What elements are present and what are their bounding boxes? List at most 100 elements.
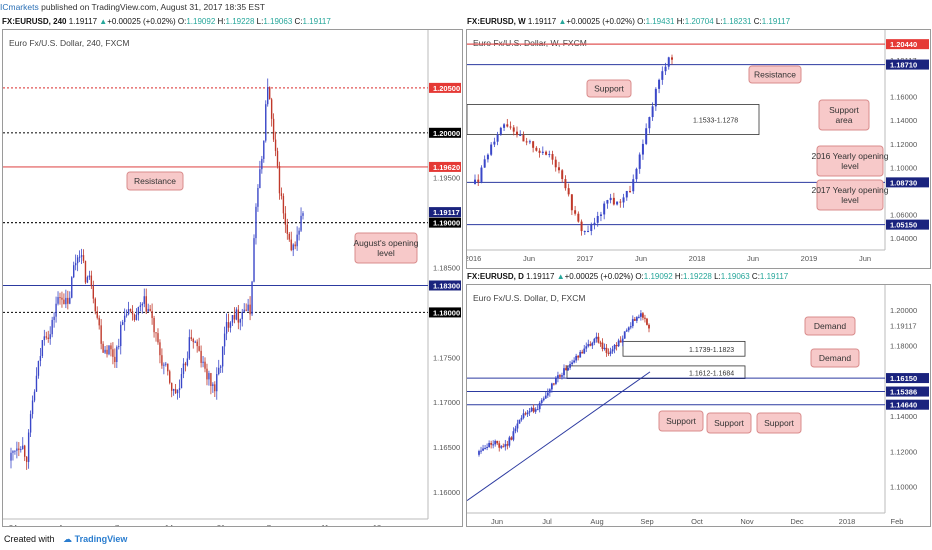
candle-body <box>613 344 616 350</box>
candle-body <box>212 384 214 386</box>
daily-chart-panel[interactable]: Euro Fx/U.S. Dollar, D, FXCM 1.20000 1.191… <box>466 284 931 527</box>
candle-body <box>536 409 539 411</box>
y-tick-label: 1.12000 <box>890 447 917 456</box>
candle-body <box>579 351 582 358</box>
y-tick-label: 1.12000 <box>890 140 917 149</box>
candle-body <box>580 221 583 232</box>
annotation-callout[interactable]: Support <box>706 412 752 434</box>
candle-body <box>63 299 65 305</box>
candle-body <box>208 373 210 380</box>
candle-body <box>14 450 16 452</box>
x-tick-label: Sep <box>266 523 279 526</box>
candle-body <box>276 150 279 167</box>
candle-body <box>603 203 606 215</box>
annotation-callout[interactable]: Support <box>586 79 632 98</box>
candle-body <box>80 255 83 257</box>
annotation-callout[interactable]: Support <box>756 412 802 434</box>
candle-body <box>102 343 104 353</box>
candle-body <box>133 314 136 320</box>
publisher-name[interactable]: ICmarkets <box>0 2 39 12</box>
candle-body <box>96 311 98 318</box>
candle-body <box>149 308 151 312</box>
daily-chart[interactable]: Euro Fx/U.S. Dollar, D, FXCM 1.20000 1.191… <box>467 285 930 526</box>
candle-body <box>78 256 81 258</box>
annotation-callout-text: 2017 Yearly opening <box>811 185 888 195</box>
weekly-ohlc-header: FX:EURUSD, W 1.19117 ▲+0.00025 (+0.02%) … <box>467 17 791 26</box>
price-label-bg <box>886 59 929 70</box>
annotation-callout[interactable]: Support <box>658 410 704 432</box>
candle-body <box>548 154 551 156</box>
daily-ohlc-header: FX:EURUSD, D 1.19117 ▲+0.00025 (+0.02%) … <box>467 272 789 281</box>
h4-chart[interactable]: Euro Fx/U.S. Dollar, 240, FXCM 1.20500 1.2… <box>3 30 462 526</box>
candle-body <box>278 166 281 194</box>
x-tick-label: Nov <box>740 517 754 526</box>
candle-body <box>480 167 483 182</box>
candle-body <box>557 167 560 171</box>
candle-body <box>563 368 565 376</box>
candle-body <box>667 57 670 67</box>
candle-body <box>494 440 497 445</box>
candle-body <box>583 231 586 233</box>
annotation-callout-box <box>810 348 860 368</box>
candle-body <box>532 141 535 148</box>
candle-body <box>478 451 480 455</box>
annotation-callout-box <box>354 232 418 264</box>
candle-body <box>633 319 636 321</box>
candle-body <box>274 139 277 151</box>
annotation-callout[interactable]: Resistance <box>748 65 802 84</box>
candle-body <box>20 449 22 451</box>
candle-body <box>298 230 300 235</box>
candle-body <box>510 437 513 440</box>
tradingview-brand[interactable]: TradingView <box>74 534 128 544</box>
price-label-bg <box>886 373 929 384</box>
candle-body <box>92 286 95 299</box>
candle-body <box>290 239 292 251</box>
candle-body <box>597 336 600 343</box>
weekly-chart-panel[interactable]: Euro Fx/U.S. Dollar, W, FXCM1.204401.191… <box>466 29 931 269</box>
candle-body <box>27 432 30 462</box>
y-tick-label: 1.10000 <box>890 163 917 172</box>
h4-high: 1.19228 <box>225 17 255 26</box>
zone-label: 1.1739-1.1823 <box>689 347 734 354</box>
annotation-callout[interactable]: Demand <box>804 316 856 336</box>
annotation-callout[interactable]: Resistance <box>126 171 184 191</box>
y-tick-label: 1.10000 <box>890 483 917 492</box>
candle-body <box>654 88 657 107</box>
candle-body <box>190 337 192 339</box>
candle-body <box>184 363 187 366</box>
candle-body <box>542 398 545 401</box>
annotation-callout[interactable]: Demand <box>810 348 860 368</box>
candle-body <box>512 431 515 440</box>
candle-body <box>55 303 57 317</box>
candle-body <box>564 179 567 189</box>
demand-zone <box>622 340 746 357</box>
candle-body <box>648 324 650 329</box>
weekly-high: 1.20704 <box>684 17 714 26</box>
candle-body <box>112 349 114 357</box>
weekly-chart[interactable]: Euro Fx/U.S. Dollar, W, FXCM1.204401.191… <box>467 30 930 268</box>
candle-body <box>567 367 569 371</box>
candle-body <box>587 230 590 232</box>
candle-body <box>86 277 89 283</box>
candle-body <box>638 154 641 169</box>
candle-body <box>114 356 116 363</box>
annotation-callout-text: level <box>377 248 395 258</box>
x-tick-label: 11 <box>321 523 329 526</box>
candle-body <box>106 349 108 355</box>
h4-chart-panel[interactable]: Euro Fx/U.S. Dollar, 240, FXCM 1.20500 1.2… <box>2 29 463 527</box>
candle-body <box>145 296 147 312</box>
price-label-bg <box>429 127 461 138</box>
price-label: 1.05150 <box>890 221 917 230</box>
y-tick-label: 1.19500 <box>433 174 460 183</box>
candle-body <box>599 342 602 344</box>
candle-body <box>548 389 551 393</box>
price-label: 1.20500 <box>433 84 460 93</box>
candle-body <box>621 338 624 343</box>
candle-body <box>619 201 622 203</box>
candle-body <box>645 128 648 144</box>
weekly-symbol: FX:EURUSD, W <box>467 17 526 26</box>
